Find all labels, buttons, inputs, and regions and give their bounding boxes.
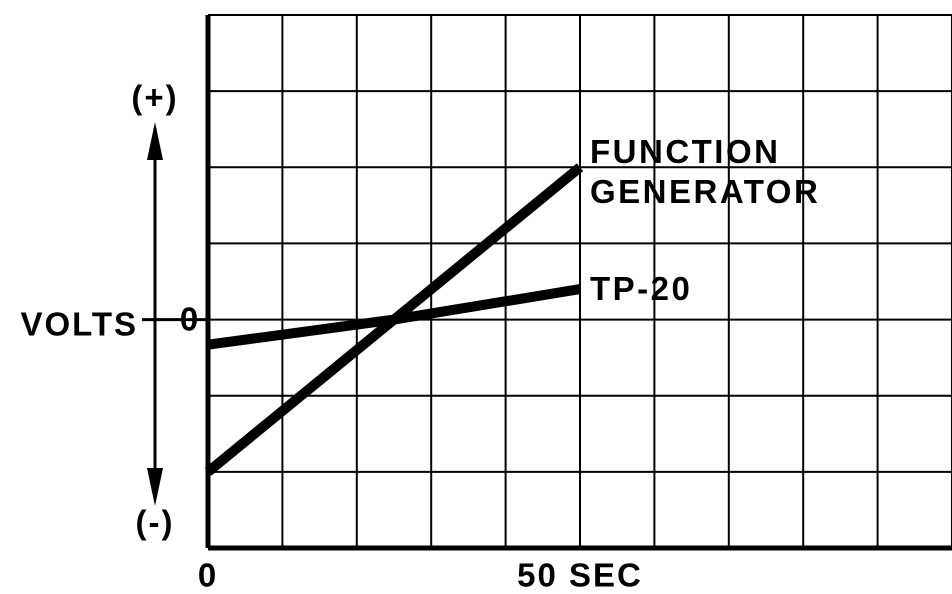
y-top-label: (+)	[131, 79, 178, 116]
trace	[207, 284, 581, 350]
x-tick-label: 0	[198, 557, 218, 594]
y-bottom-label: (-)	[136, 504, 175, 541]
arrow-up	[147, 122, 163, 160]
series-label: TP-20	[590, 270, 693, 308]
y-axis-label: VOLTS	[20, 306, 138, 343]
grid	[205, 14, 952, 551]
arrow-down	[147, 468, 163, 506]
y-tick-label: 0	[180, 300, 200, 337]
x-tick-label: 50 SEC	[517, 557, 643, 594]
series-label: FUNCTION GENERATOR	[590, 133, 821, 211]
